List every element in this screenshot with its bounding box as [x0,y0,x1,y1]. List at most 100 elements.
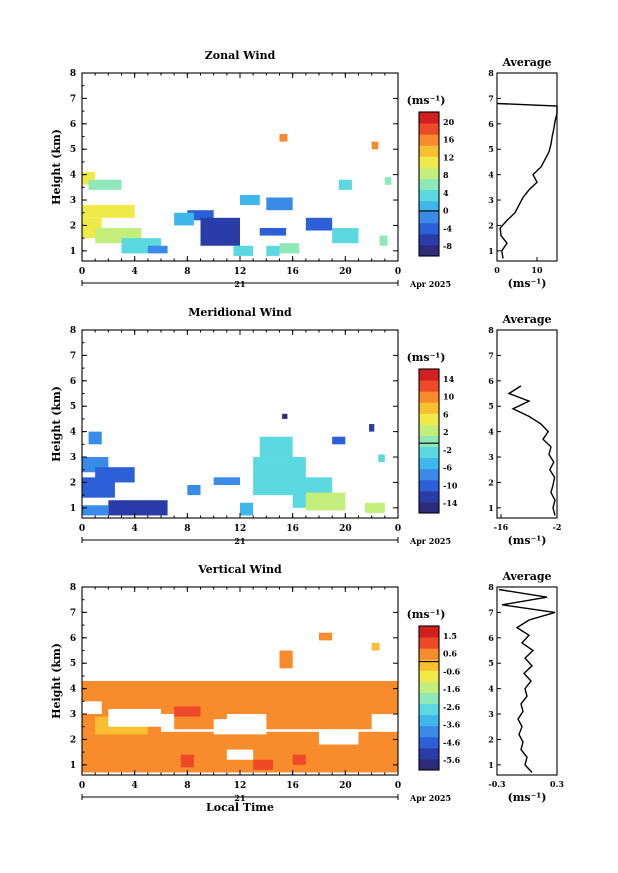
date-day: 21 [234,279,245,289]
profile-y-tick-label: 5 [488,401,494,411]
y-tick-label: 2 [70,735,76,745]
colorbar-swatch [419,244,439,257]
colorbar-tick-label: 2 [443,427,449,437]
x-tick-label: 8 [184,524,190,534]
data-cell [174,212,194,226]
colorbar-tick-label: 20 [443,117,455,127]
date-month: Apr 2025 [409,536,451,546]
colorbar-tick-label: -6 [443,463,452,473]
y-tick-label: 6 [70,377,76,387]
x-tick-label: 16 [286,781,299,791]
profile-line [498,588,556,773]
profile-y-tick-label: 4 [488,684,494,694]
profile-y-tick-label: 1 [488,503,494,513]
profile-x-tick-label: 0.3 [550,779,564,789]
data-cell [279,650,293,669]
data-cell [161,731,398,773]
y-tick-label: 4 [70,171,76,181]
y-tick-label: 3 [70,710,76,720]
x-tick-label: 16 [286,267,299,277]
profile-x-label: (ms⁻¹) [508,791,547,804]
y-axis-label: Height (km) [50,386,63,462]
colorbar-tick-label: -2 [443,445,452,455]
x-tick-label: 16 [286,524,299,534]
data-cell [200,217,240,246]
data-cell [378,454,385,463]
colorbar-swatch [419,413,439,425]
profile-y-tick-label: 8 [488,68,494,78]
colorbar-swatch [419,123,439,135]
y-axis-label: Height (km) [50,129,63,205]
data-cell [266,703,372,730]
y-tick-label: 8 [70,69,76,79]
colorbar-tick-label: 8 [443,170,449,180]
profile-x-tick-label: -2 [553,522,562,532]
colorbar-unit: (ms⁻¹) [407,351,446,364]
colorbar-tick-label: -2.6 [443,702,461,712]
y-tick-label: 6 [70,634,76,644]
colorbar-swatch [419,112,439,124]
colorbar-tick-label: 14 [443,374,455,384]
profile-y-tick-label: 7 [488,350,494,360]
profile-y-tick-label: 3 [488,452,494,462]
profile-title: Average [501,56,551,69]
y-tick-label: 4 [70,685,76,695]
x-tick-label: 4 [132,781,138,791]
data-cell [187,210,214,221]
data-cell [319,632,333,641]
date-day: 21 [234,793,245,803]
data-cell [213,477,240,485]
colorbar-tick-label: -14 [443,498,458,508]
colorbar-tick-label: -4.6 [443,737,461,747]
data-cell [108,500,168,516]
colorbar-swatch [419,369,439,381]
data-cell [82,477,115,498]
colorbar-swatch [419,692,439,705]
y-tick-label: 1 [70,504,76,514]
x-tick-label: 0 [79,524,85,534]
y-tick-label: 8 [70,583,76,593]
x-tick-label: 20 [339,781,352,791]
data-cell [187,484,201,496]
profile-y-tick-label: 2 [488,477,494,487]
y-tick-label: 5 [70,145,76,155]
profile-x-tick-label: 0 [494,265,500,275]
colorbar-tick-label: 1.5 [443,631,457,641]
colorbar-tick-label: 0 [443,206,449,216]
panel-title: Meridional Wind [188,306,292,319]
colorbar-swatch [419,626,439,638]
y-tick-label: 3 [70,196,76,206]
data-cell [82,505,109,516]
colorbar-tick-label: 12 [443,152,454,162]
date-month: Apr 2025 [409,793,451,803]
profile-y-tick-label: 7 [488,607,494,617]
data-cell [266,197,293,211]
colorbar-tick-label: -4 [443,223,452,233]
plot-frame [81,329,399,519]
y-tick-label: 1 [70,761,76,771]
y-tick-label: 2 [70,221,76,231]
profile-line [496,102,558,259]
colorbar-tick-label: -10 [443,480,458,490]
data-cell [365,502,385,513]
profile-x-tick-label: -16 [494,522,509,532]
x-tick-label: 8 [184,267,190,277]
colorbar-swatch [419,457,439,470]
data-cell [88,431,102,445]
x-tick-label: 0 [79,267,85,277]
colorbar-frame [418,625,440,771]
x-tick-label: 12 [234,524,247,534]
panel-title: Vertical Wind [197,563,282,576]
profile-y-tick-label: 6 [488,633,494,643]
colorbar-swatch [419,391,439,403]
colorbar-tick-label: -5.6 [443,755,461,765]
y-tick-label: 1 [70,247,76,257]
data-gap [108,708,161,727]
profile-y-tick-label: 8 [488,582,494,592]
data-cell [174,706,201,717]
colorbar-swatch [419,637,439,649]
x-tick-label: 0 [395,781,401,791]
colorbar-swatch [419,659,439,671]
colorbar-swatch [419,222,439,235]
